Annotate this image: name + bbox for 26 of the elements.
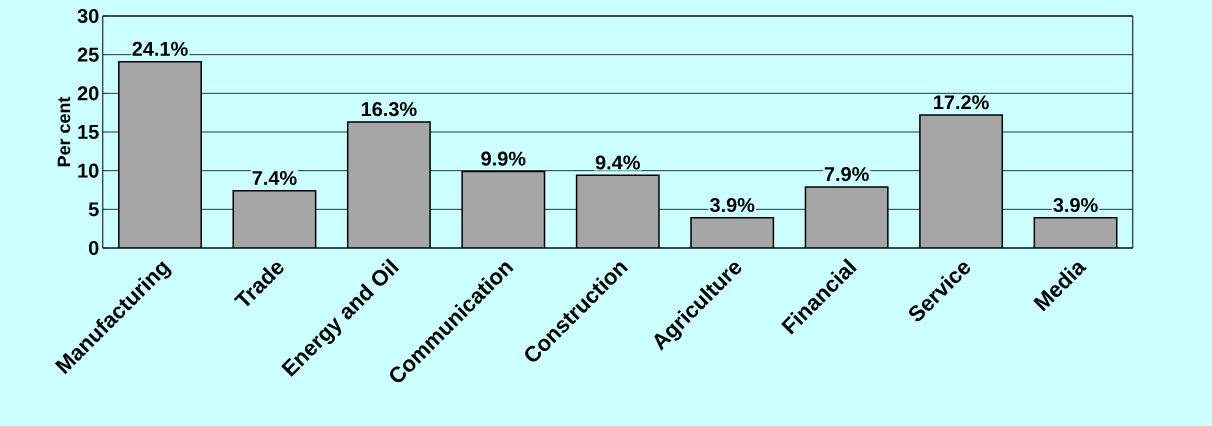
- y-tick-label: 25: [77, 47, 99, 62]
- data-label: 9.9%: [481, 151, 526, 166]
- data-label: 17.2%: [934, 95, 989, 110]
- y-tick-label: 5: [88, 202, 99, 217]
- bar: [805, 186, 888, 248]
- bar: [233, 190, 316, 248]
- y-tick-label: 20: [77, 86, 99, 101]
- data-label: 7.4%: [252, 171, 297, 186]
- bar: [1033, 217, 1118, 248]
- y-axis-title: Per cent: [57, 96, 71, 167]
- bar: [919, 114, 1003, 248]
- bar: [576, 175, 659, 248]
- bar: [347, 121, 431, 248]
- y-tick-label: 30: [77, 8, 99, 24]
- data-label: 24.1%: [132, 41, 188, 56]
- data-label: 3.9%: [709, 197, 755, 213]
- data-label: 16.3%: [361, 102, 417, 117]
- data-label: 3.9%: [1053, 197, 1098, 213]
- bar: [462, 171, 545, 248]
- bar: [691, 217, 774, 248]
- y-tick-label: 10: [78, 163, 99, 178]
- y-tick-label: 15: [78, 125, 99, 139]
- data-label: 7.9%: [824, 167, 869, 182]
- y-tick-label: 0: [88, 240, 99, 256]
- bar: [118, 61, 202, 248]
- data-label: 9.4%: [595, 155, 640, 170]
